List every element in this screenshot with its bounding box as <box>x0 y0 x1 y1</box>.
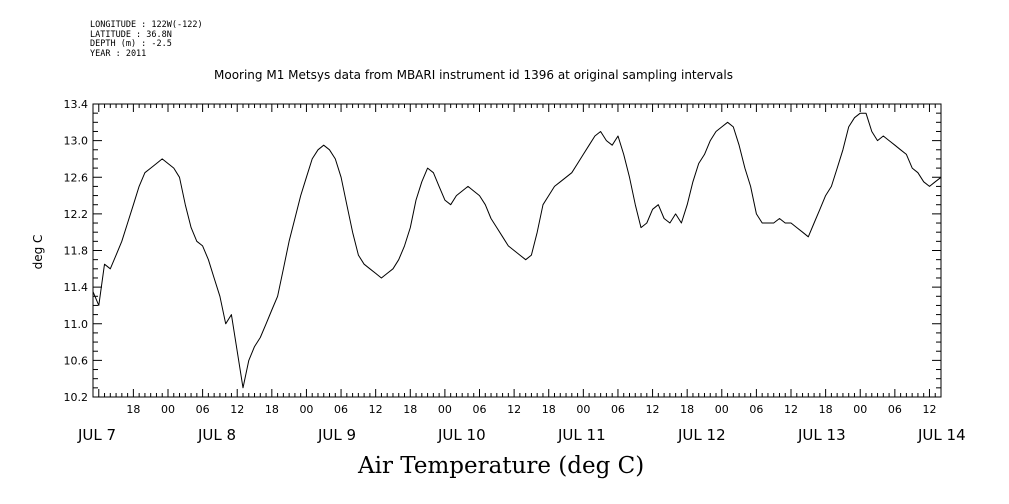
x-tick-label: 18 <box>819 403 833 416</box>
x-tick-label: 12 <box>507 403 521 416</box>
x-tick-label: 12 <box>646 403 660 416</box>
y-tick-label: 11.4 <box>64 281 89 294</box>
year-text: YEAR : 2011 <box>90 48 147 59</box>
x-day-label: JUL 10 <box>437 426 486 444</box>
x-tick-label: 00 <box>853 403 867 416</box>
x-tick-label: 06 <box>473 403 487 416</box>
x-tick-label: 00 <box>438 403 452 416</box>
x-day-label: JUL 9 <box>317 426 356 444</box>
y-tick-label: 10.2 <box>64 391 89 404</box>
x-tick-label: 00 <box>576 403 590 416</box>
y-tick-label: 11.8 <box>64 245 89 258</box>
chart-title: Mooring M1 Metsys data from MBARI instru… <box>214 68 733 82</box>
latitude-text: LATITUDE : 36.8N <box>90 29 172 40</box>
mooring-metadata: LONGITUDE : 122W(-122) LATITUDE : 36.8N … <box>90 20 203 59</box>
y-tick-label: 12.6 <box>64 171 89 184</box>
axis-tick-labels: 10.2 10.6 11.0 11.4 11.8 12.2 12.6 13.0 13.4 18 00… <box>64 98 966 444</box>
x-tick-label: 18 <box>542 403 556 416</box>
x-day-label: JUL 11 <box>557 426 606 444</box>
y-tick-label: 12.2 <box>64 208 89 221</box>
x-tick-label: 12 <box>369 403 383 416</box>
x-tick-label: 12 <box>230 403 244 416</box>
x-axis-caption: Air Temperature (deg C) <box>358 453 645 479</box>
x-day-label: JUL 12 <box>677 426 726 444</box>
x-day-label: JUL 13 <box>797 426 846 444</box>
x-day-label: JUL 8 <box>197 426 236 444</box>
x-tick-label: 06 <box>196 403 210 416</box>
x-tick-label: 12 <box>922 403 936 416</box>
x-tick-label: 18 <box>403 403 417 416</box>
x-tick-label: 06 <box>888 403 902 416</box>
x-tick-label: 06 <box>749 403 763 416</box>
x-tick-label: 06 <box>334 403 348 416</box>
plot-frame <box>92 103 942 398</box>
x-tick-label: 18 <box>680 403 694 416</box>
x-tick-label: 12 <box>784 403 798 416</box>
y-tick-label: 13.0 <box>64 135 89 148</box>
x-day-label: JUL 14 <box>917 426 966 444</box>
y-tick-label: 10.6 <box>64 354 89 367</box>
axis-ticks <box>92 103 942 398</box>
series-layer <box>92 112 942 389</box>
y-tick-label: 13.4 <box>64 98 89 111</box>
x-tick-label: 06 <box>611 403 625 416</box>
x-day-label: JUL 7 <box>77 426 116 444</box>
x-tick-label: 18 <box>126 403 140 416</box>
depth-text: DEPTH (m) : -2.5 <box>90 39 172 50</box>
x-tick-label: 00 <box>161 403 175 416</box>
x-tick-label: 18 <box>265 403 279 416</box>
x-tick-label: 00 <box>715 403 729 416</box>
y-axis-label: deg C <box>31 235 45 270</box>
longitude-text: LONGITUDE : 122W(-122) <box>90 20 203 30</box>
y-tick-label: 11.0 <box>64 318 89 331</box>
air-temperature-series-line <box>92 112 942 389</box>
x-tick-label: 00 <box>299 403 313 416</box>
